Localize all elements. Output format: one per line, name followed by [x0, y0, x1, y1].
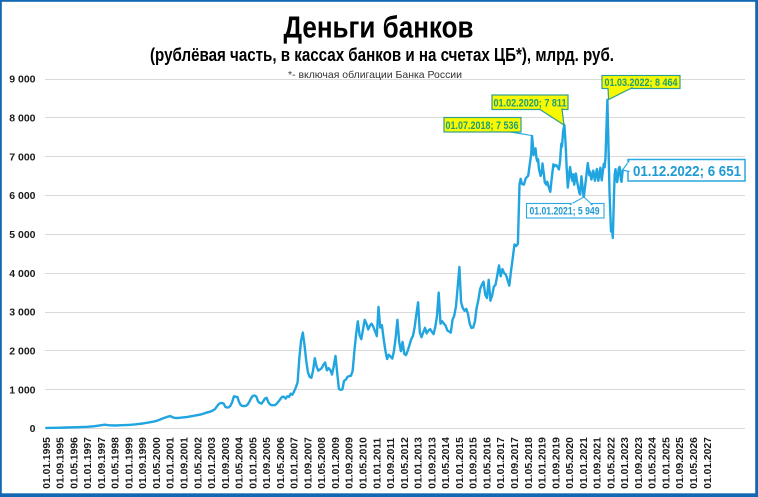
- svg-text:3 000: 3 000: [9, 307, 35, 319]
- svg-text:01.09.2017: 01.09.2017: [510, 437, 521, 489]
- svg-text:01.05.2012: 01.05.2012: [400, 437, 411, 489]
- svg-text:01.01.2011: 01.01.2011: [372, 437, 383, 488]
- svg-text:01.09.2003: 01.09.2003: [221, 437, 232, 489]
- svg-text:01.01.2007: 01.01.2007: [290, 437, 301, 489]
- svg-text:01.09.2001: 01.09.2001: [180, 437, 191, 489]
- svg-text:01.01.1995: 01.01.1995: [42, 437, 53, 489]
- svg-text:01.09.2013: 01.09.2013: [427, 437, 438, 489]
- svg-text:Деньги банков: Деньги банков: [284, 10, 474, 45]
- svg-text:1 000: 1 000: [9, 384, 35, 396]
- svg-text:01.05.2026: 01.05.2026: [689, 437, 700, 489]
- svg-text:01.03.2022; 8 464: 01.03.2022; 8 464: [605, 77, 679, 89]
- svg-text:01.02.2020; 7 811: 01.02.2020; 7 811: [494, 98, 567, 110]
- svg-text:*- включая облигации Банка Рос: *- включая облигации Банка России: [288, 69, 462, 81]
- svg-text:0: 0: [30, 423, 36, 435]
- svg-text:01.05.2022: 01.05.2022: [606, 437, 617, 489]
- svg-text:01.01.1997: 01.01.1997: [83, 437, 94, 489]
- svg-text:01.05.2010: 01.05.2010: [359, 437, 370, 489]
- svg-text:5 000: 5 000: [9, 229, 35, 241]
- svg-text:01.01.1999: 01.01.1999: [124, 437, 135, 489]
- svg-text:01.05.2020: 01.05.2020: [565, 437, 576, 489]
- svg-text:01.05.2018: 01.05.2018: [524, 437, 535, 489]
- svg-text:01.05.2014: 01.05.2014: [441, 437, 452, 489]
- svg-text:01.05.2002: 01.05.2002: [193, 437, 204, 489]
- svg-text:01.05.2006: 01.05.2006: [276, 437, 287, 489]
- svg-text:01.01.2013: 01.01.2013: [414, 437, 425, 489]
- svg-text:01.01.2003: 01.01.2003: [207, 437, 218, 489]
- svg-text:7 000: 7 000: [9, 151, 35, 163]
- svg-text:8 000: 8 000: [9, 113, 35, 125]
- svg-text:01.01.2021: 01.01.2021: [579, 437, 590, 489]
- svg-text:01.01.2021; 5 949: 01.01.2021; 5 949: [530, 206, 600, 218]
- svg-text:01.01.2001: 01.01.2001: [166, 437, 177, 489]
- svg-text:01.09.2009: 01.09.2009: [345, 437, 356, 489]
- svg-text:01.05.2008: 01.05.2008: [317, 437, 328, 489]
- svg-text:01.09.2021: 01.09.2021: [593, 437, 604, 489]
- svg-text:01.01.2019: 01.01.2019: [538, 437, 549, 489]
- svg-text:01.05.2000: 01.05.2000: [152, 437, 163, 489]
- svg-text:01.01.2009: 01.01.2009: [331, 437, 342, 489]
- svg-text:01.09.2025: 01.09.2025: [675, 437, 686, 489]
- svg-text:01.05.1998: 01.05.1998: [111, 437, 122, 489]
- svg-text:01.09.2015: 01.09.2015: [469, 437, 480, 489]
- svg-text:01.05.2024: 01.05.2024: [648, 437, 659, 489]
- svg-text:01.09.2007: 01.09.2007: [303, 437, 314, 489]
- svg-text:01.07.2018; 7 536: 01.07.2018; 7 536: [446, 120, 519, 132]
- svg-text:9 000: 9 000: [9, 74, 35, 86]
- svg-text:6 000: 6 000: [9, 190, 35, 202]
- svg-text:01.09.1997: 01.09.1997: [97, 437, 108, 489]
- svg-text:01.05.2016: 01.05.2016: [482, 437, 493, 489]
- svg-text:01.01.2005: 01.01.2005: [248, 437, 259, 489]
- svg-text:01.09.2005: 01.09.2005: [262, 437, 273, 489]
- svg-text:01.01.2027: 01.01.2027: [703, 437, 714, 489]
- svg-text:01.01.2023: 01.01.2023: [620, 437, 631, 489]
- svg-text:01.01.2015: 01.01.2015: [455, 437, 466, 489]
- svg-text:01.01.2025: 01.01.2025: [661, 437, 672, 489]
- svg-text:01.09.1999: 01.09.1999: [138, 437, 149, 489]
- svg-text:01.01.2017: 01.01.2017: [496, 437, 507, 489]
- svg-text:2 000: 2 000: [9, 346, 35, 358]
- svg-text:4 000: 4 000: [9, 268, 35, 280]
- svg-text:01.09.1995: 01.09.1995: [56, 437, 67, 489]
- svg-text:(рублёвая часть, в кассах банк: (рублёвая часть, в кассах банков и на сч…: [150, 45, 614, 65]
- svg-text:01.05.1996: 01.05.1996: [69, 437, 80, 489]
- svg-text:01.12.2022; 6 651: 01.12.2022; 6 651: [633, 164, 741, 180]
- svg-text:01.09.2023: 01.09.2023: [634, 437, 645, 489]
- svg-text:01.09.2019: 01.09.2019: [551, 437, 562, 489]
- svg-text:01.09.2011: 01.09.2011: [386, 437, 397, 488]
- svg-text:01.05.2004: 01.05.2004: [235, 437, 246, 489]
